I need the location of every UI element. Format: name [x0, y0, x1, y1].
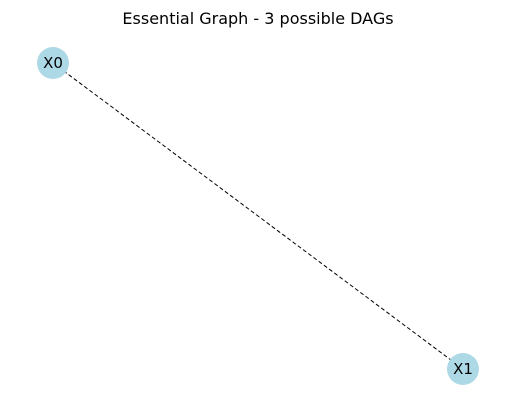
node-x0: X0	[37, 47, 69, 79]
figure-title: Essential Graph - 3 possible DAGs	[122, 9, 393, 28]
node-x0-circle	[37, 47, 69, 79]
node-x1-circle	[447, 353, 479, 385]
node-x0-label: X0	[43, 54, 63, 72]
node-x1-label: X1	[453, 360, 473, 378]
node-x1: X1	[447, 353, 479, 385]
nodes-layer: X0 X1	[37, 47, 479, 385]
edges-layer	[52, 62, 464, 370]
edge-x0-x1	[52, 62, 464, 370]
